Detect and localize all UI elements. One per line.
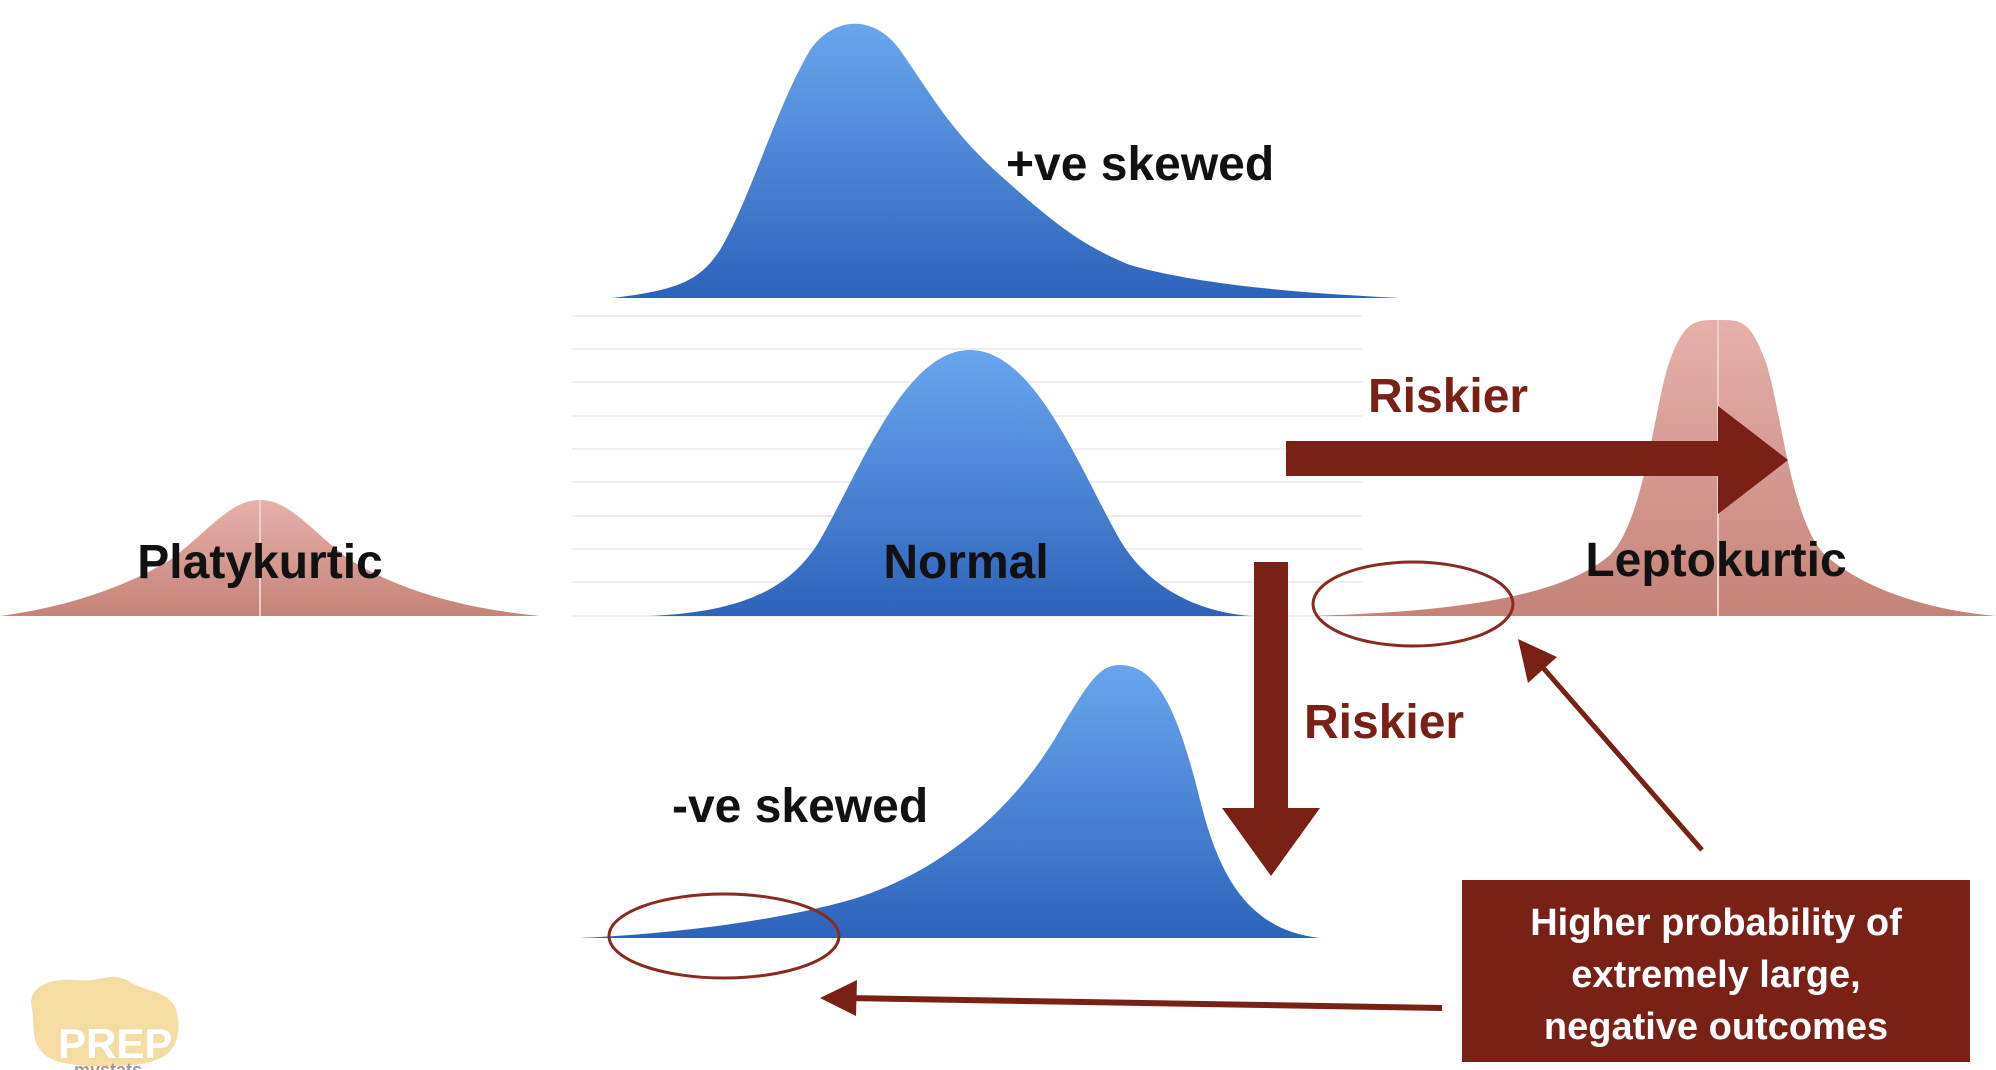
callout-box	[1462, 880, 1970, 1062]
leptokurtic-label: Leptokurtic	[1585, 534, 1846, 587]
riskier-down-arrow	[1222, 562, 1320, 876]
negative-skew-curve	[580, 665, 1320, 938]
positive-skew-curve	[612, 23, 1400, 298]
callout-pointer-up	[1518, 639, 1704, 852]
platykurtic-label: Platykurtic	[137, 536, 382, 589]
riskier-right-arrow	[1286, 406, 1788, 514]
leptokurtic-tail-highlight	[1311, 560, 1515, 648]
callout-pointer-left	[820, 980, 1443, 1016]
negative-skew-label: -ve skewed	[672, 780, 928, 833]
prep-logo: PREP mystats	[31, 976, 179, 1070]
callout-line-3: negative outcomes	[1544, 1006, 1888, 1048]
logo-text: PREP	[58, 1020, 172, 1067]
logo-blob	[31, 976, 179, 1067]
platykurtic-curve	[0, 500, 540, 616]
riskier-right-label: Riskier	[1368, 370, 1528, 423]
negative-skew-tail-highlight	[607, 892, 841, 980]
normal-label: Normal	[883, 536, 1048, 589]
logo-subtext: mystats	[74, 1060, 142, 1070]
risk-callout: Higher probability of extremely large, n…	[1462, 880, 1970, 1062]
positive-skew-label: +ve skewed	[1006, 138, 1274, 191]
callout-line-1: Higher probability of	[1530, 902, 1902, 944]
callout-line-2: extremely large,	[1571, 954, 1860, 996]
normal-curve	[650, 350, 1250, 616]
riskier-down-label: Riskier	[1304, 696, 1464, 749]
